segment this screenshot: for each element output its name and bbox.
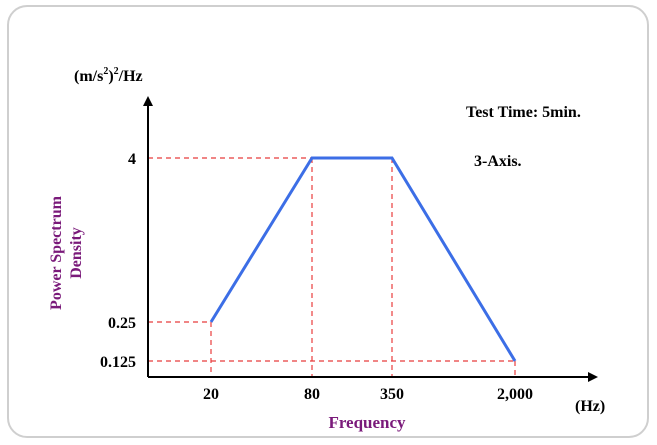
y-axis-title-line-1: Power Spectrum (48, 195, 65, 310)
annotation-test-time: Test Time: 5min. (466, 104, 581, 121)
y-unit-exp2: 2 (114, 66, 119, 77)
x-tick-label-2: 350 (380, 386, 404, 403)
y-tick-label-0: 0.125 (100, 354, 136, 371)
series-group (209, 156, 517, 362)
series-line (209, 156, 517, 362)
x-tick-labels: 20 80 350 2,000 (203, 386, 533, 403)
x-tick-label-1: 80 (304, 386, 320, 403)
guide-lines (148, 157, 516, 377)
x-tick-label-0: 20 (203, 386, 219, 403)
x-tick-label-3: 2,000 (497, 386, 533, 403)
chart-frame (7, 5, 649, 438)
y-tick-label-2: 4 (128, 151, 136, 168)
y-tick-labels: 0.125 0.25 4 (100, 151, 136, 371)
x-unit-label: (Hz) (575, 398, 605, 415)
y-axis-title: Power Spectrum Density (48, 195, 85, 310)
y-axis-title-line-2: Density (68, 227, 85, 279)
annotation-axis: 3-Axis. (474, 153, 522, 170)
y-tick-label-1: 0.25 (108, 315, 136, 332)
y-unit-mid: ) (108, 68, 113, 85)
y-unit-label: (m/s2)2/Hz (74, 66, 143, 85)
y-unit-exp1: 2 (103, 66, 108, 77)
y-unit-tail: /Hz (118, 68, 143, 85)
y-unit-base: (m/s (74, 68, 103, 85)
x-axis-title: Frequency (328, 413, 406, 432)
